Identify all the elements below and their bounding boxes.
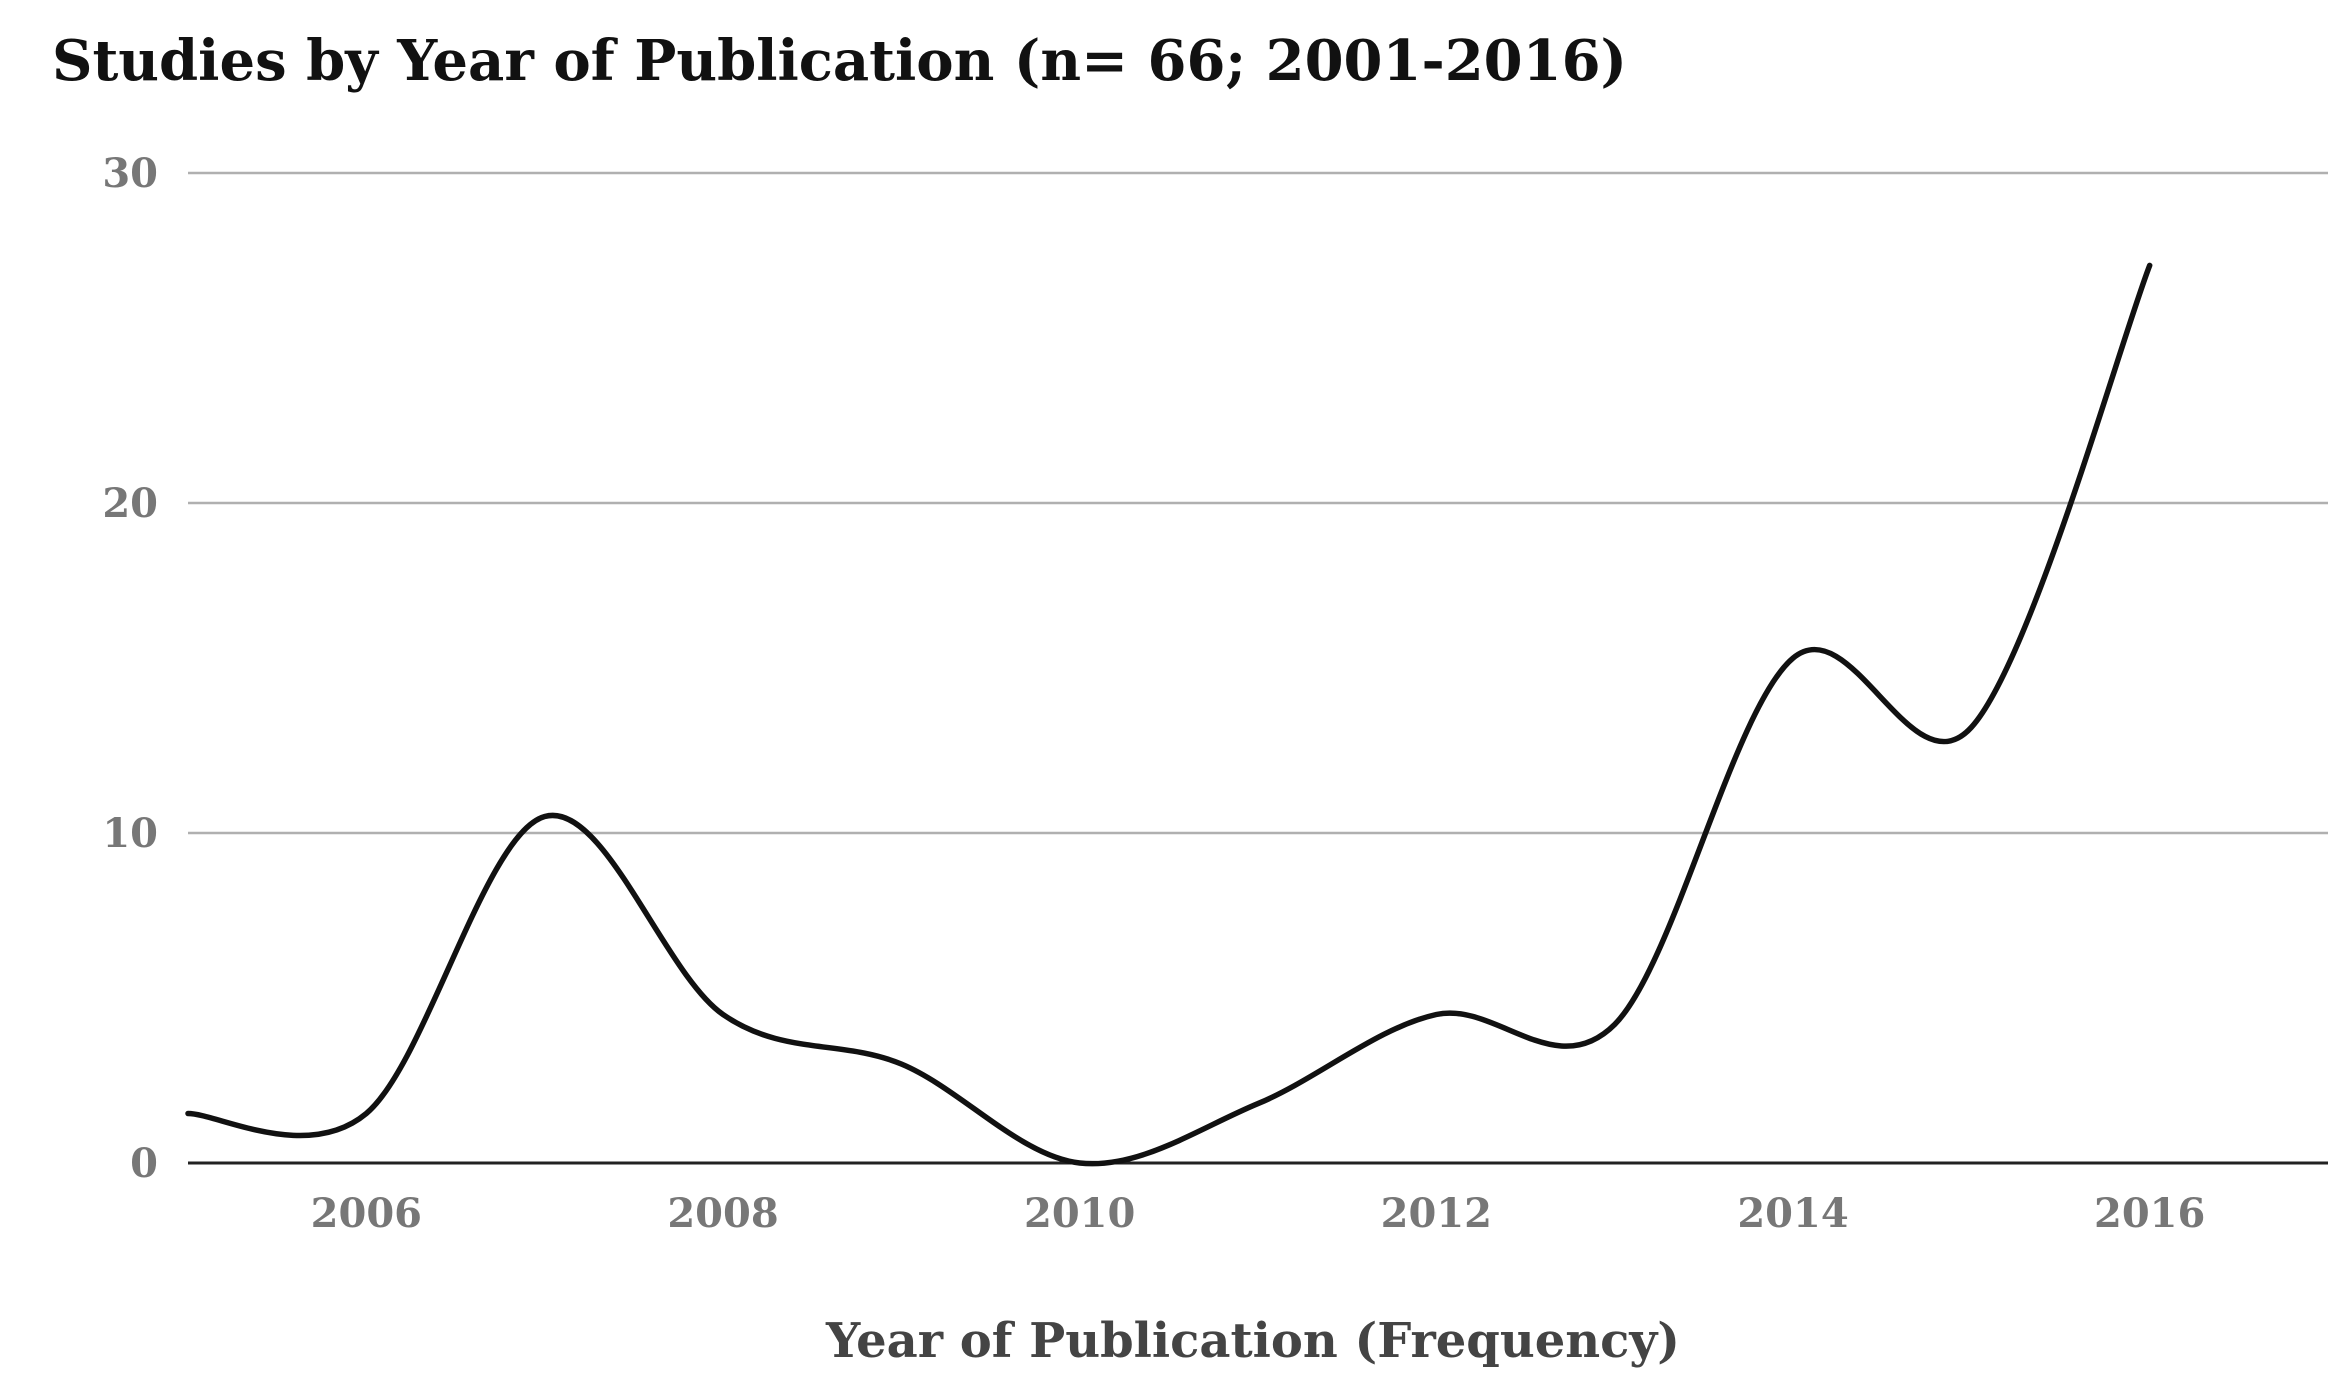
gridlines	[188, 171, 2328, 1165]
y-tick-label: 20	[102, 480, 158, 527]
x-tick-label: 2012	[1381, 1190, 1492, 1237]
x-tick-label: 2010	[1024, 1190, 1135, 1237]
x-tick-label: 2006	[311, 1190, 422, 1237]
y-axis-tick-labels: 0 10 20 30	[102, 150, 158, 1187]
y-tick-label: 0	[130, 1140, 158, 1187]
chart-title: Studies by Year of Publication (n= 66; 2…	[52, 28, 1627, 94]
x-axis-title: Year of Publication (Frequency)	[825, 1313, 1680, 1369]
y-tick-label: 30	[102, 150, 158, 197]
series-layer	[185, 262, 2153, 1167]
y-tick-label: 10	[102, 810, 158, 857]
x-tick-label: 2008	[667, 1190, 778, 1237]
x-tick-label: 2014	[1737, 1190, 1848, 1237]
x-axis-tick-labels: 2006 2008 2010 2012 2014 2016	[311, 1190, 2206, 1237]
series-line	[185, 262, 2153, 1167]
x-tick-label: 2016	[2094, 1190, 2205, 1237]
